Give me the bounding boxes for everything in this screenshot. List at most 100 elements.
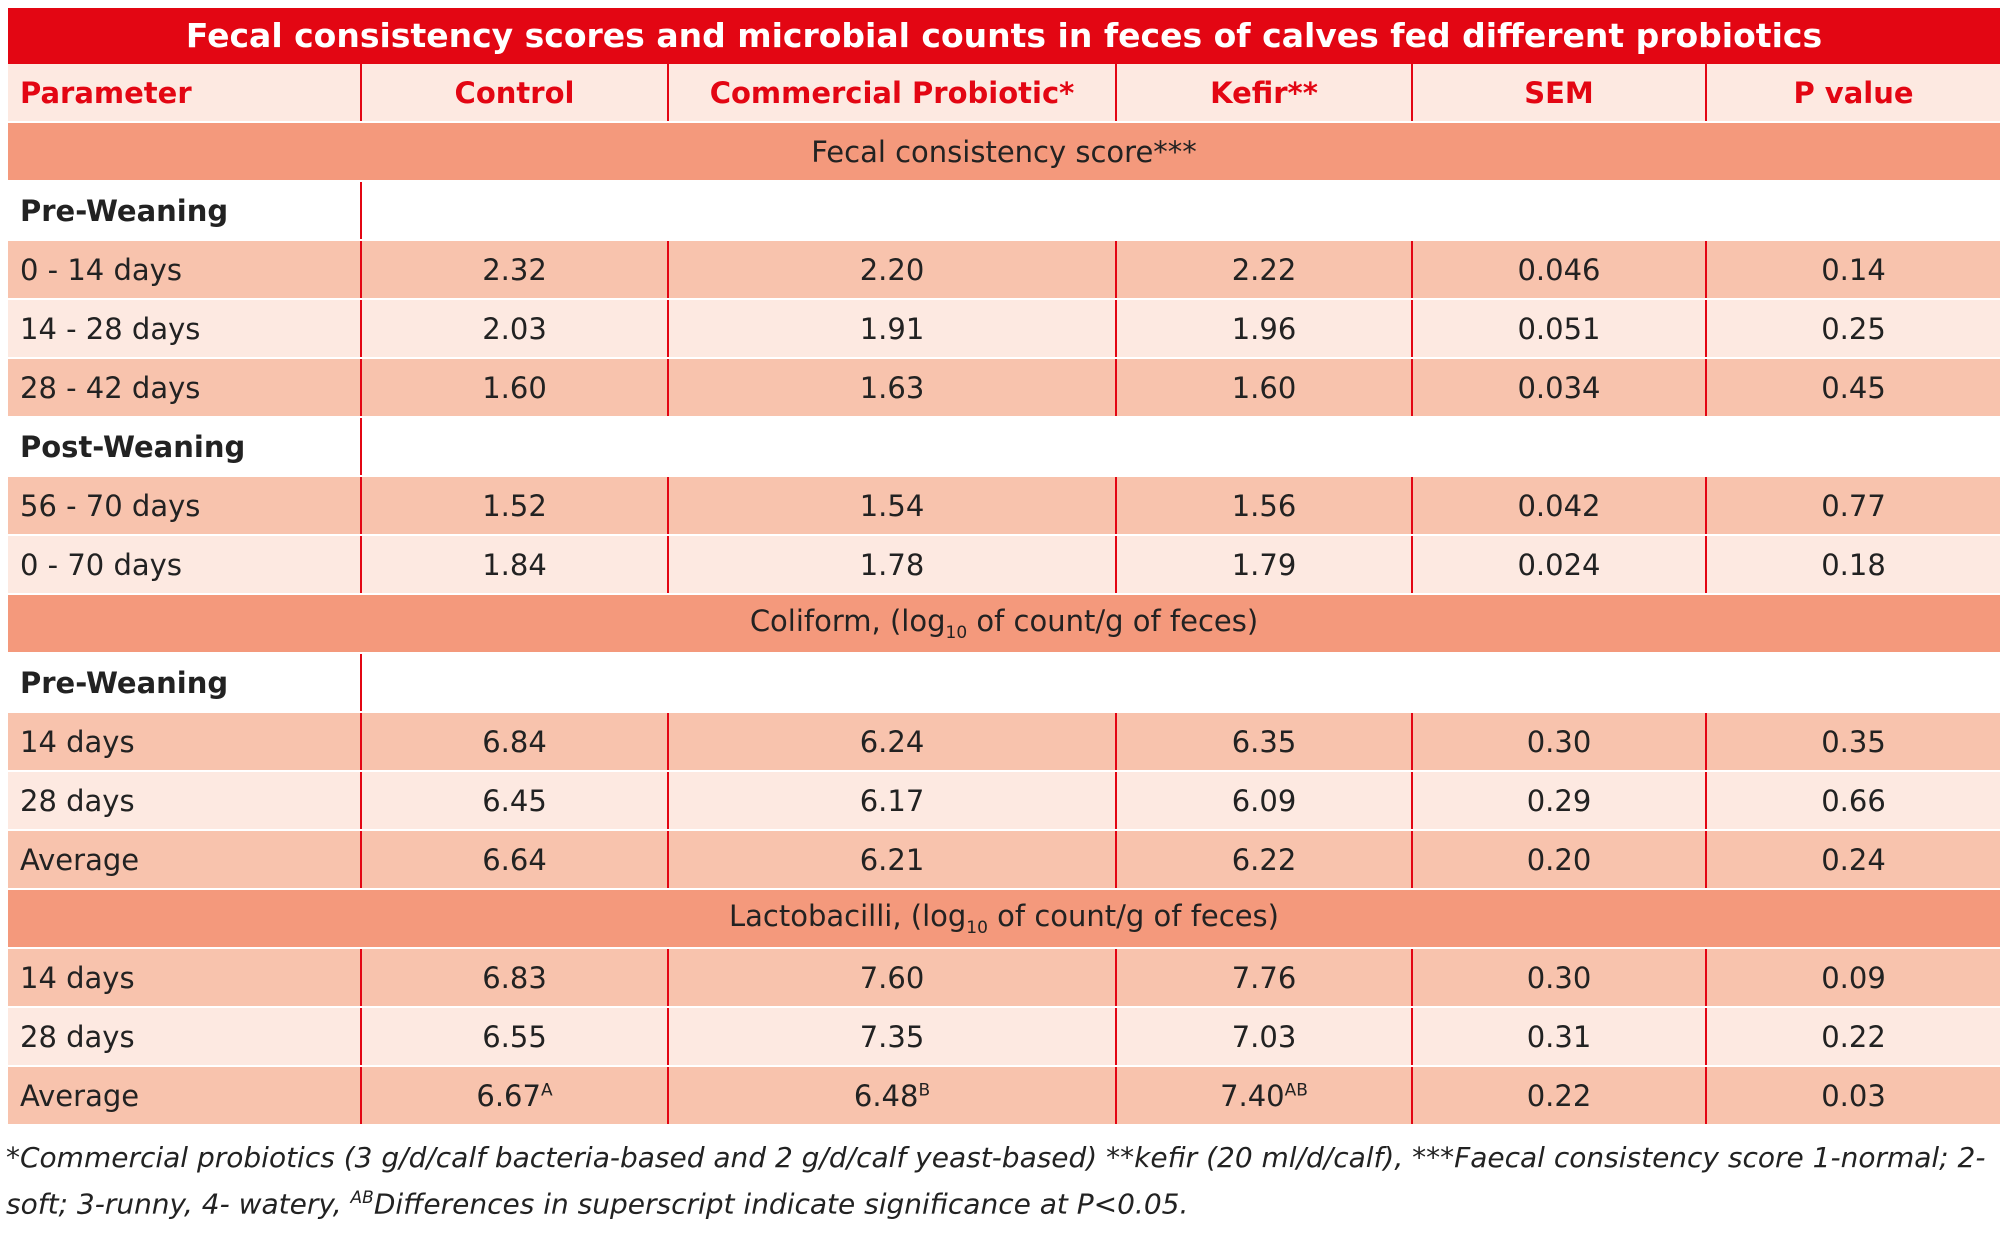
data-cell: 6.09 — [1115, 771, 1413, 831]
row-label: 14 days — [8, 948, 362, 1008]
data-cell: 0.042 — [1411, 476, 1707, 536]
data-cell: 0.29 — [1411, 771, 1707, 831]
data-cell: 0.03 — [1705, 1066, 2000, 1126]
empty-cell — [360, 653, 2000, 713]
section-row: Coliform, (log10 of count/g of feces) — [8, 594, 2000, 654]
group-row: Post-Weaning — [8, 417, 2000, 477]
data-cell: 6.64 — [360, 830, 669, 890]
row-label: 14 days — [8, 712, 362, 772]
data-row: 28 - 42 days 1.60 1.63 1.60 0.034 0.45 — [8, 358, 2000, 418]
text: Coliform, (log — [749, 604, 946, 639]
data-cell: 0.30 — [1411, 948, 1707, 1008]
subscript: 10 — [945, 622, 968, 643]
data-cell: 2.03 — [360, 299, 669, 359]
data-row: Average 6.64 6.21 6.22 0.20 0.24 — [8, 830, 2000, 890]
data-cell: 7.03 — [1115, 1007, 1413, 1067]
data-cell: 1.84 — [360, 535, 669, 595]
superscript: AB — [350, 1188, 374, 1208]
group-label: Pre-Weaning — [8, 653, 362, 713]
data-row: 14 days 6.83 7.60 7.76 0.30 0.09 — [8, 948, 2000, 1008]
data-cell: 1.63 — [667, 358, 1117, 418]
data-cell: 1.54 — [667, 476, 1117, 536]
data-cell: 0.35 — [1705, 712, 2000, 772]
data-cell: 2.20 — [667, 240, 1117, 300]
data-cell: 0.051 — [1411, 299, 1707, 359]
data-cell: 0.25 — [1705, 299, 2000, 359]
data-cell: 1.52 — [360, 476, 669, 536]
data-cell: 1.60 — [360, 358, 669, 418]
data-cell: 0.30 — [1411, 712, 1707, 772]
data-cell: 6.84 — [360, 712, 669, 772]
group-label: Post-Weaning — [8, 417, 362, 477]
data-cell: 6.55 — [360, 1007, 669, 1067]
data-cell: 7.60 — [667, 948, 1117, 1008]
footnote: *Commercial probiotics (3 g/d/calf bacte… — [6, 1138, 2006, 1238]
text: Lactobacilli, (log — [729, 899, 967, 934]
superscript: A — [540, 1079, 553, 1100]
data-cell: 0.31 — [1411, 1007, 1707, 1067]
data-cell: 0.22 — [1705, 1007, 2000, 1067]
data-cell: 0.77 — [1705, 476, 2000, 536]
text: *Commercial probiotics (3 g/d/calf bacte… — [6, 1141, 1986, 1221]
data-cell: 0.024 — [1411, 535, 1707, 595]
header-cell: Control — [360, 64, 669, 123]
data-cell: 6.45 — [360, 771, 669, 831]
data-cell: 7.40AB — [1115, 1066, 1413, 1126]
data-cell: 0.046 — [1411, 240, 1707, 300]
data-row: 14 days 6.84 6.24 6.35 0.30 0.35 — [8, 712, 2000, 772]
group-row: Pre-Weaning — [8, 653, 2000, 713]
data-cell: 6.35 — [1115, 712, 1413, 772]
data-cell: 6.24 — [667, 712, 1117, 772]
data-cell: 1.91 — [667, 299, 1117, 359]
section-cell: Fecal consistency score*** — [8, 122, 2000, 182]
data-cell: 7.35 — [667, 1007, 1117, 1067]
header-cell: Commercial Probiotic* — [667, 64, 1117, 123]
table-title: Fecal consistency scores and microbial c… — [8, 8, 2000, 64]
data-row: 28 days 6.45 6.17 6.09 0.29 0.66 — [8, 771, 2000, 831]
data-cell: 6.83 — [360, 948, 669, 1008]
empty-cell — [360, 417, 2000, 477]
header-row: Parameter Control Commercial Probiotic* Kef… — [8, 64, 2000, 123]
row-label: Average — [8, 1066, 362, 1126]
row-label: 28 - 42 days — [8, 358, 362, 418]
row-label: 28 days — [8, 771, 362, 831]
data-cell: 2.22 — [1115, 240, 1413, 300]
section-row: Lactobacilli, (log10 of count/g of feces… — [8, 889, 2000, 949]
text: Differences in superscript indicate sign… — [373, 1187, 1189, 1221]
data-table: Parameter Control Commercial Probiotic* Kef… — [8, 64, 2000, 1126]
data-row: Average 6.67A 6.48B 7.40AB 0.22 0.03 — [8, 1066, 2000, 1126]
data-cell: 6.67A — [360, 1066, 669, 1126]
text: of count/g of feces) — [967, 604, 1259, 639]
superscript: B — [918, 1079, 931, 1100]
data-cell: 6.48B — [667, 1066, 1117, 1126]
data-cell: 0.22 — [1411, 1066, 1707, 1126]
text: 6.67 — [476, 1078, 541, 1113]
data-cell: 0.18 — [1705, 535, 2000, 595]
text: 7.40 — [1220, 1078, 1285, 1113]
data-cell: 7.76 — [1115, 948, 1413, 1008]
data-cell: 0.09 — [1705, 948, 2000, 1008]
empty-cell — [360, 181, 2000, 241]
row-label: 14 - 28 days — [8, 299, 362, 359]
data-cell: 1.96 — [1115, 299, 1413, 359]
row-label: 0 - 70 days — [8, 535, 362, 595]
data-row: 56 - 70 days 1.52 1.54 1.56 0.042 0.77 — [8, 476, 2000, 536]
data-cell: 0.20 — [1411, 830, 1707, 890]
section-row: Fecal consistency score*** — [8, 122, 2000, 182]
subscript: 10 — [966, 917, 988, 938]
data-cell: 1.60 — [1115, 358, 1413, 418]
table-container: Fecal consistency scores and microbial c… — [8, 8, 2000, 1126]
section-cell: Coliform, (log10 of count/g of feces) — [8, 594, 2000, 654]
header-cell: Parameter — [8, 64, 362, 123]
data-row: 0 - 70 days 1.84 1.78 1.79 0.024 0.18 — [8, 535, 2000, 595]
data-cell: 0.24 — [1705, 830, 2000, 890]
data-row: 28 days 6.55 7.35 7.03 0.31 0.22 — [8, 1007, 2000, 1067]
data-cell: 1.78 — [667, 535, 1117, 595]
text: Fecal consistency score*** — [811, 134, 1197, 169]
group-row: Pre-Weaning — [8, 181, 2000, 241]
header-cell: P value — [1705, 64, 2000, 123]
header-cell: SEM — [1411, 64, 1707, 123]
text: of count/g of feces) — [987, 899, 1279, 934]
row-label: 56 - 70 days — [8, 476, 362, 536]
